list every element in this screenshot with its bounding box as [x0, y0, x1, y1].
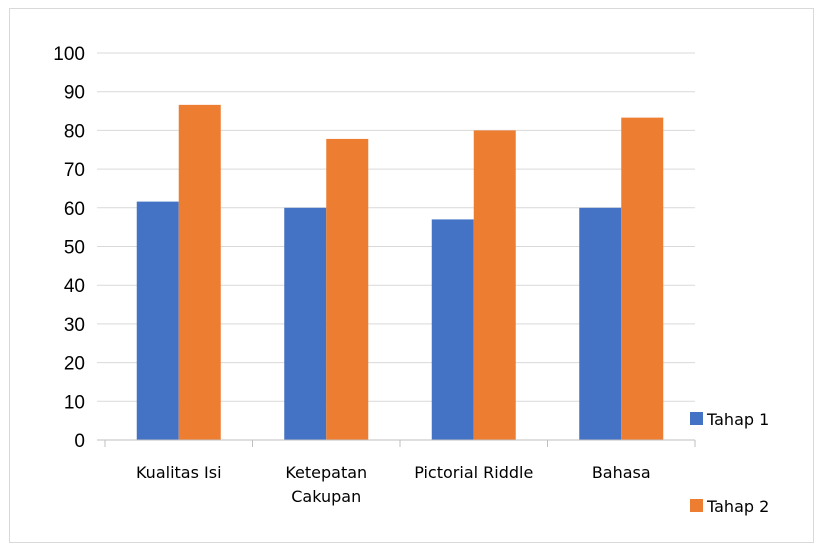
legend-swatch [690, 412, 703, 425]
y-tick-label: 80 [64, 121, 85, 142]
category-label: Pictorial Riddle [414, 463, 533, 482]
bar-tahap-1 [136, 201, 179, 440]
y-axis-ticks: 0 10 20 30 40 50 60 70 80 90 100 [53, 44, 85, 452]
category-label-line: Bahasa [592, 463, 651, 482]
category-label-line: Cakupan [291, 487, 361, 506]
category-label-line: Pictorial Riddle [414, 463, 533, 482]
y-tick-label: 100 [53, 44, 85, 65]
bar-tahap-1 [579, 207, 622, 440]
category-label: Bahasa [592, 463, 651, 482]
category-label: Ketepatan Cakupan [285, 463, 367, 506]
legend-swatch [690, 499, 703, 512]
y-tick-label: 30 [64, 315, 85, 336]
bar-tahap-1 [284, 207, 327, 440]
category-label-line: Kualitas Isi [136, 463, 222, 482]
legend-label: Tahap 2 [706, 497, 769, 516]
legend-label: Tahap 1 [706, 410, 769, 429]
bar-tahap-2 [326, 138, 369, 440]
bar-tahap-2 [473, 130, 516, 440]
category-label: Kualitas Isi [136, 463, 222, 482]
y-tick-label: 60 [64, 199, 85, 220]
bar-tahap-2 [621, 117, 664, 440]
bars [136, 104, 664, 440]
y-tick-label: 0 [74, 431, 85, 452]
category-labels: Kualitas Isi Ketepatan Cakupan Pictorial Ri… [136, 463, 651, 506]
y-tick-label: 10 [64, 392, 85, 413]
bar-tahap-1 [431, 219, 474, 440]
y-tick-label: 90 [64, 83, 85, 104]
x-axis [97, 439, 696, 447]
bar-tahap-2 [178, 104, 221, 440]
y-tick-label: 70 [64, 160, 85, 181]
category-label-line: Ketepatan [285, 463, 367, 482]
y-tick-label: 40 [64, 276, 85, 297]
legend: Tahap 1 Tahap 2 [690, 410, 769, 516]
y-tick-label: 50 [64, 238, 85, 259]
y-tick-label: 20 [64, 354, 85, 375]
